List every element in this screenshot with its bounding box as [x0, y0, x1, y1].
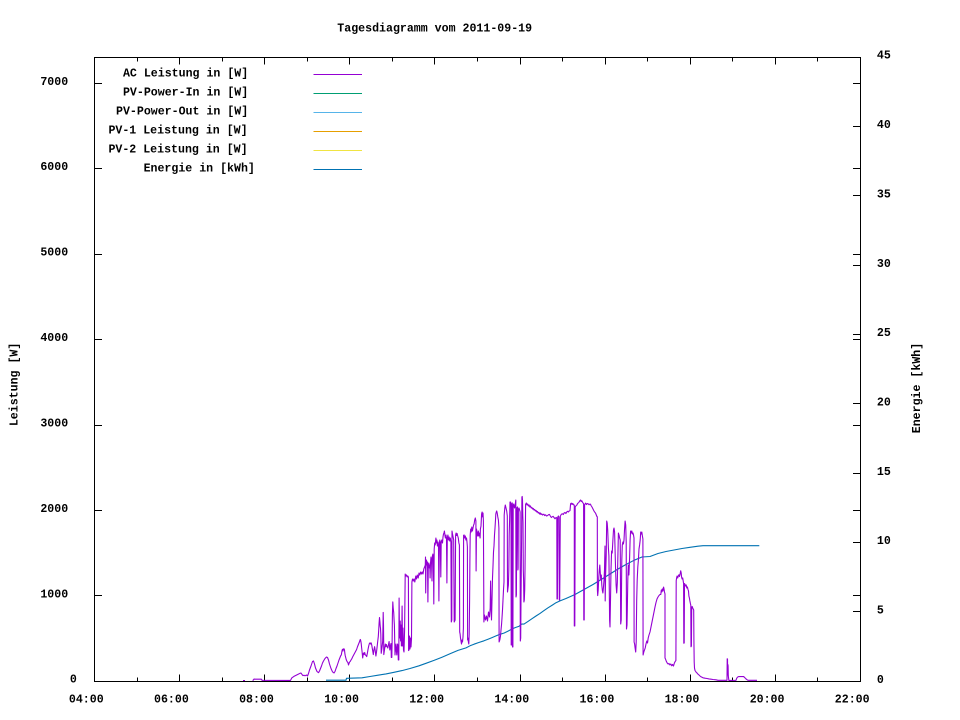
svg-text:20:00: 20:00 [750, 693, 785, 706]
svg-text:25: 25 [877, 327, 891, 340]
svg-text:35: 35 [877, 188, 891, 201]
svg-text:AC Leistung in [W]: AC Leistung in [W] [123, 67, 248, 80]
svg-text:10:00: 10:00 [324, 693, 359, 706]
svg-text:12:00: 12:00 [409, 693, 444, 706]
svg-text:30: 30 [877, 258, 891, 271]
svg-text:Energie [kWh]: Energie [kWh] [911, 343, 924, 433]
svg-text:40: 40 [877, 119, 891, 132]
svg-text:22:00: 22:00 [835, 693, 870, 706]
svg-text:20: 20 [877, 396, 891, 409]
svg-text:18:00: 18:00 [665, 693, 700, 706]
svg-text:0: 0 [70, 674, 77, 687]
svg-text:45: 45 [877, 50, 891, 63]
svg-text:08:00: 08:00 [239, 693, 274, 706]
svg-text:16:00: 16:00 [580, 693, 615, 706]
svg-text:0: 0 [877, 674, 884, 687]
svg-text:Tagesdiagramm vom 2011-09-19: Tagesdiagramm vom 2011-09-19 [337, 23, 532, 36]
svg-text:10: 10 [877, 535, 891, 548]
svg-text:6000: 6000 [40, 161, 68, 174]
svg-text:Leistung [W]: Leistung [W] [9, 343, 22, 427]
svg-text:3000: 3000 [40, 418, 68, 431]
svg-text:PV-Power-In in [W]: PV-Power-In in [W] [123, 86, 248, 99]
svg-text:14:00: 14:00 [494, 693, 529, 706]
svg-text:5: 5 [877, 604, 884, 617]
svg-text:2000: 2000 [40, 503, 68, 516]
svg-text:04:00: 04:00 [69, 693, 104, 706]
svg-text:5000: 5000 [40, 247, 68, 260]
svg-text:15: 15 [877, 466, 891, 479]
svg-text:PV-Power-Out in [W]: PV-Power-Out in [W] [116, 105, 248, 118]
svg-text:PV-2 Leistung in [W]: PV-2 Leistung in [W] [108, 143, 247, 156]
svg-text:7000: 7000 [40, 76, 68, 89]
svg-text:Energie in [kWh]: Energie in [kWh] [144, 162, 255, 175]
svg-text:4000: 4000 [40, 332, 68, 345]
svg-text:PV-1 Leistung in [W]: PV-1 Leistung in [W] [108, 124, 247, 137]
svg-text:1000: 1000 [40, 588, 68, 601]
svg-text:06:00: 06:00 [154, 693, 189, 706]
